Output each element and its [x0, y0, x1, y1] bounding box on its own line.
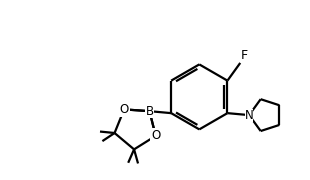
- Text: B: B: [145, 105, 153, 118]
- Text: F: F: [241, 49, 248, 62]
- Text: O: O: [151, 129, 160, 142]
- Text: N: N: [245, 109, 254, 122]
- Text: O: O: [119, 103, 129, 116]
